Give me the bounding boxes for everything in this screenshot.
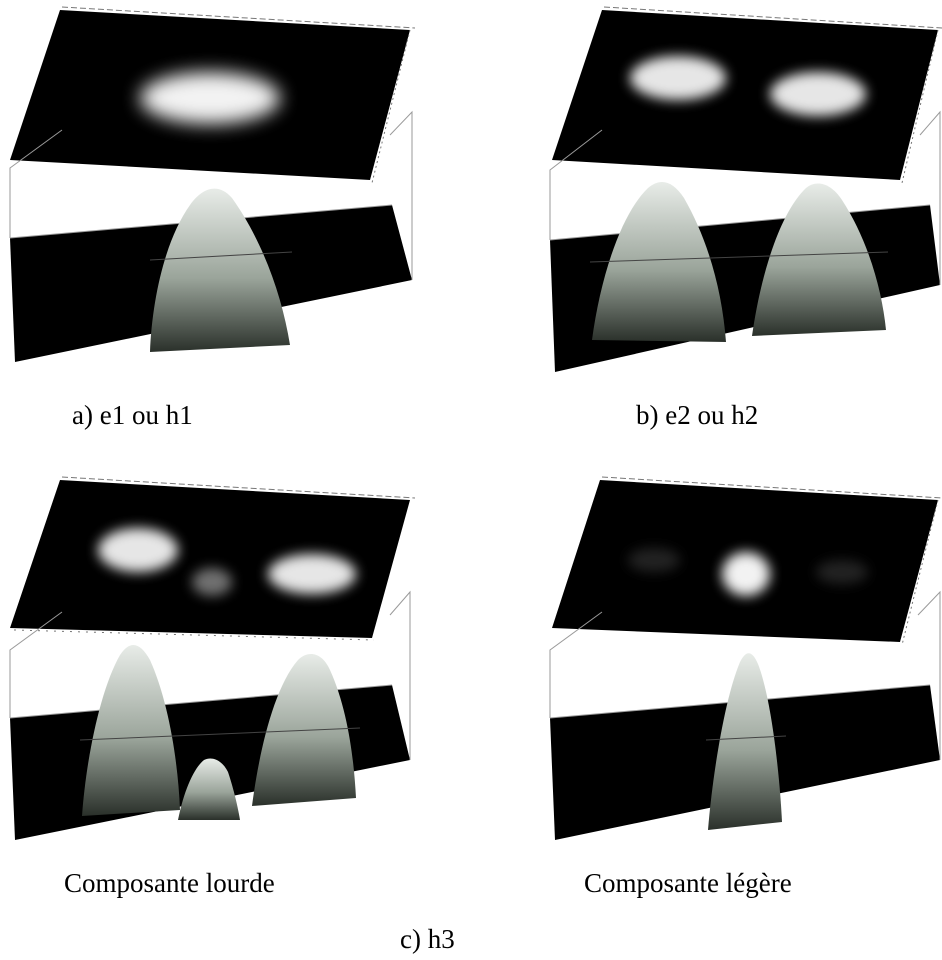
group-caption-c: c) h3	[400, 924, 455, 954]
density-map-b	[552, 6, 942, 184]
panel-c-legere: Composante légère	[549, 476, 942, 898]
surface-peak	[178, 758, 240, 820]
density-lobe	[98, 528, 178, 572]
surface-peak	[592, 182, 726, 342]
surface-peak	[708, 653, 782, 830]
surface-peak	[752, 183, 886, 336]
surface-plot-a	[9, 110, 413, 362]
density-lobe	[628, 548, 680, 572]
surface-plot-c-lourde	[9, 590, 411, 840]
density-lobe	[816, 560, 868, 584]
surface-plot-b	[549, 110, 941, 372]
density-lobe	[140, 72, 280, 124]
surface-peak	[82, 644, 180, 816]
caption-c-legere: Composante légère	[584, 868, 792, 898]
panel-a: a) e1 ou h1	[9, 6, 416, 430]
density-plane-c-lourde	[10, 480, 410, 638]
panel-c-lourde: Composante lourde	[9, 476, 416, 898]
density-lobe	[630, 56, 726, 100]
surface-plot-c-legere	[549, 590, 941, 840]
density-map-c-legere	[552, 476, 942, 646]
density-lobe	[722, 552, 770, 596]
caption-b: b) e2 ou h2	[636, 400, 758, 430]
density-lobe	[268, 554, 356, 594]
caption-a: a) e1 ou h1	[72, 400, 193, 430]
caption-c-lourde: Composante lourde	[64, 868, 275, 898]
density-lobe	[770, 72, 866, 116]
density-lobe	[192, 568, 232, 596]
surface-peak	[150, 188, 290, 352]
density-map-c-lourde	[10, 476, 416, 641]
density-map-a	[10, 6, 416, 184]
panel-b: b) e2 ou h2	[549, 6, 942, 430]
density-plane-b	[552, 10, 938, 180]
